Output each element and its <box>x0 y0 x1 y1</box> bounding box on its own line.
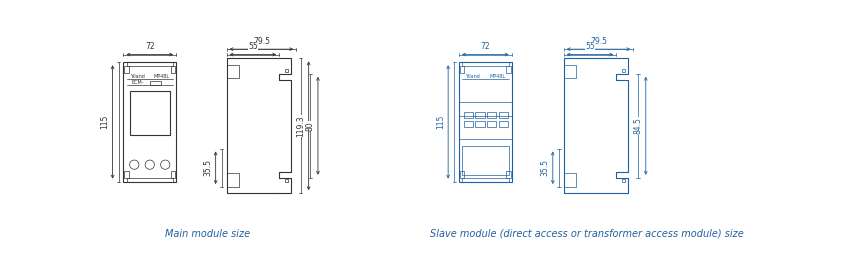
Text: 35.5: 35.5 <box>203 159 213 176</box>
Bar <box>464 112 473 118</box>
Text: Yiland: Yiland <box>465 74 480 79</box>
Text: 115: 115 <box>100 115 110 129</box>
Text: 35.5: 35.5 <box>540 159 550 176</box>
Bar <box>150 81 161 85</box>
Bar <box>284 69 288 72</box>
Text: 84.5: 84.5 <box>634 117 643 134</box>
Bar <box>475 121 484 127</box>
Text: MP48L: MP48L <box>154 74 170 79</box>
Bar <box>622 179 625 182</box>
Bar <box>622 69 625 72</box>
Text: 80: 80 <box>306 121 315 131</box>
Text: 79.5: 79.5 <box>253 37 270 46</box>
Bar <box>475 112 484 118</box>
Bar <box>506 171 511 178</box>
Bar <box>462 146 509 175</box>
Text: 72: 72 <box>481 42 490 51</box>
Bar <box>459 62 511 182</box>
Text: 55: 55 <box>585 42 595 51</box>
Bar <box>124 171 129 178</box>
Bar <box>462 178 509 182</box>
Bar <box>127 62 173 66</box>
Text: 79.5: 79.5 <box>590 37 607 46</box>
Text: ECM-: ECM- <box>131 80 144 85</box>
Text: Slave module (direct access or transformer access module) size: Slave module (direct access or transform… <box>430 229 744 239</box>
Text: 55: 55 <box>248 42 258 51</box>
Bar <box>460 66 465 73</box>
Bar <box>226 65 239 78</box>
Text: Main module size: Main module size <box>164 229 249 239</box>
Bar <box>171 171 175 178</box>
Text: 72: 72 <box>145 42 155 51</box>
Bar <box>123 62 176 182</box>
Bar <box>499 112 508 118</box>
Bar <box>462 62 509 66</box>
Bar <box>563 173 576 187</box>
Bar <box>226 173 239 187</box>
Bar <box>284 179 288 182</box>
Bar <box>487 112 496 118</box>
Text: 119.3: 119.3 <box>296 115 306 137</box>
Bar <box>127 178 173 182</box>
Bar <box>506 66 511 73</box>
Bar <box>129 91 170 135</box>
Bar <box>171 66 175 73</box>
Text: Yiland: Yiland <box>129 74 145 79</box>
Bar <box>464 121 473 127</box>
Bar <box>124 66 129 73</box>
Text: 115: 115 <box>436 115 445 129</box>
Bar <box>487 121 496 127</box>
Text: MP48L: MP48L <box>489 74 505 79</box>
Bar <box>563 65 576 78</box>
Bar <box>460 171 465 178</box>
Bar <box>499 121 508 127</box>
